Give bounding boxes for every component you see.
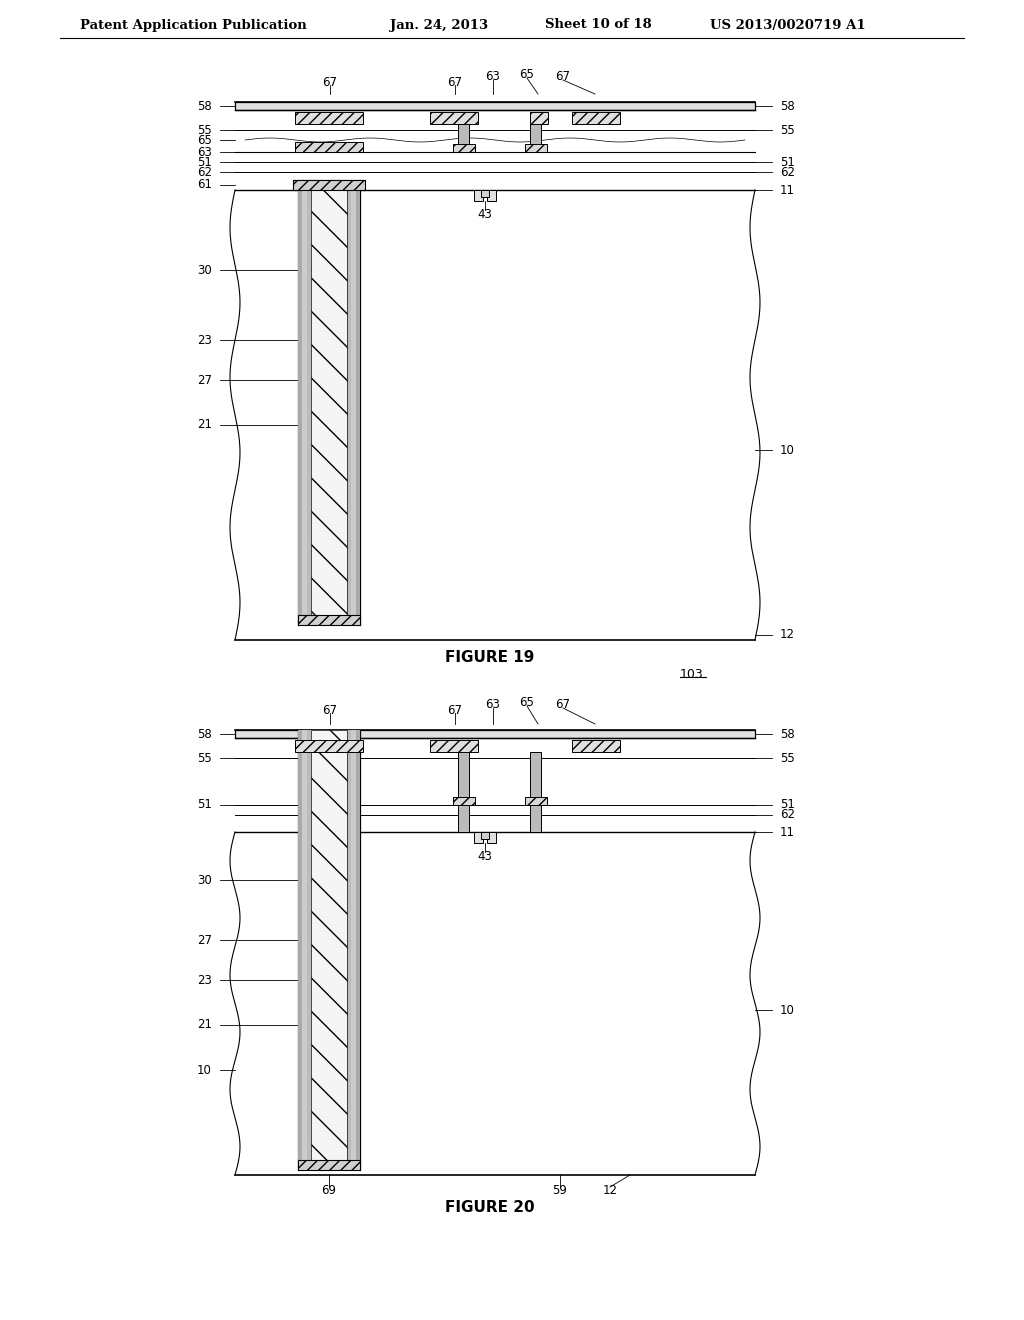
Bar: [307, 190, 311, 624]
Text: 10: 10: [780, 444, 795, 457]
Text: 55: 55: [780, 751, 795, 764]
Text: 67: 67: [555, 698, 570, 711]
Bar: [347, 730, 351, 1170]
Bar: [295, 112, 362, 124]
Text: 62: 62: [197, 165, 212, 178]
Bar: [530, 752, 541, 832]
Bar: [481, 190, 489, 197]
Bar: [530, 124, 541, 152]
Bar: [453, 797, 475, 805]
Text: FIGURE 20: FIGURE 20: [445, 1200, 535, 1216]
Text: Patent Application Publication: Patent Application Publication: [80, 18, 307, 32]
Bar: [430, 741, 478, 752]
Text: 69: 69: [322, 1184, 337, 1196]
Bar: [293, 180, 365, 190]
Bar: [474, 190, 483, 201]
Text: 43: 43: [477, 850, 493, 863]
Bar: [295, 741, 362, 752]
Bar: [530, 112, 548, 124]
Text: Sheet 10 of 18: Sheet 10 of 18: [545, 18, 651, 32]
Text: 65: 65: [519, 69, 535, 82]
Text: 63: 63: [198, 145, 212, 158]
Text: 65: 65: [198, 133, 212, 147]
Bar: [487, 832, 496, 843]
Bar: [234, 730, 755, 738]
Text: 55: 55: [198, 124, 212, 136]
Text: 11: 11: [780, 183, 795, 197]
Bar: [487, 190, 496, 201]
Bar: [298, 1160, 360, 1170]
Text: 12: 12: [780, 628, 795, 642]
Text: 62: 62: [780, 808, 795, 821]
Bar: [572, 741, 620, 752]
Bar: [572, 112, 620, 124]
Text: 11: 11: [780, 825, 795, 838]
Bar: [474, 832, 483, 843]
Text: 63: 63: [485, 698, 501, 711]
Bar: [298, 190, 360, 624]
Text: 67: 67: [555, 70, 570, 83]
Bar: [298, 730, 360, 1170]
Bar: [525, 144, 547, 152]
Bar: [307, 730, 311, 1170]
Text: 58: 58: [198, 99, 212, 112]
Bar: [453, 144, 475, 152]
Text: FIGURE 19: FIGURE 19: [445, 651, 535, 665]
Text: 59: 59: [553, 1184, 567, 1196]
Text: 21: 21: [197, 418, 212, 432]
Text: 63: 63: [485, 70, 501, 83]
Bar: [458, 752, 469, 832]
Text: 51: 51: [198, 156, 212, 169]
Text: 10: 10: [780, 1003, 795, 1016]
Bar: [430, 112, 478, 124]
Text: Jan. 24, 2013: Jan. 24, 2013: [390, 18, 488, 32]
Bar: [347, 190, 351, 624]
Text: 51: 51: [780, 156, 795, 169]
Text: 21: 21: [197, 1019, 212, 1031]
Text: 55: 55: [780, 124, 795, 136]
Text: 12: 12: [602, 1184, 617, 1196]
Bar: [311, 190, 347, 624]
Bar: [298, 190, 302, 624]
Bar: [311, 730, 347, 1170]
Bar: [302, 190, 307, 624]
Text: 103: 103: [680, 668, 703, 681]
Text: 58: 58: [198, 727, 212, 741]
Text: 27: 27: [197, 374, 212, 387]
Text: 51: 51: [780, 799, 795, 812]
Bar: [356, 190, 360, 624]
Text: US 2013/0020719 A1: US 2013/0020719 A1: [710, 18, 865, 32]
Text: 62: 62: [780, 165, 795, 178]
Text: 51: 51: [198, 799, 212, 812]
Bar: [356, 730, 360, 1170]
Text: 67: 67: [447, 704, 463, 717]
Bar: [302, 730, 307, 1170]
Bar: [351, 730, 356, 1170]
Text: 30: 30: [198, 264, 212, 276]
Bar: [298, 730, 302, 1170]
Bar: [295, 143, 362, 152]
Text: 67: 67: [447, 75, 463, 88]
Text: 67: 67: [323, 704, 338, 717]
Text: 27: 27: [197, 933, 212, 946]
Text: 55: 55: [198, 751, 212, 764]
Text: 67: 67: [323, 75, 338, 88]
Bar: [298, 615, 360, 624]
Text: 30: 30: [198, 874, 212, 887]
Bar: [481, 832, 489, 840]
Bar: [458, 124, 469, 152]
Text: 23: 23: [198, 334, 212, 346]
Text: 61: 61: [197, 178, 212, 191]
Bar: [351, 190, 356, 624]
Bar: [234, 102, 755, 110]
Text: 58: 58: [780, 99, 795, 112]
Text: 43: 43: [477, 209, 493, 222]
Text: 58: 58: [780, 727, 795, 741]
Text: 10: 10: [198, 1064, 212, 1077]
Text: 23: 23: [198, 974, 212, 986]
Text: 65: 65: [519, 697, 535, 710]
Bar: [525, 797, 547, 805]
